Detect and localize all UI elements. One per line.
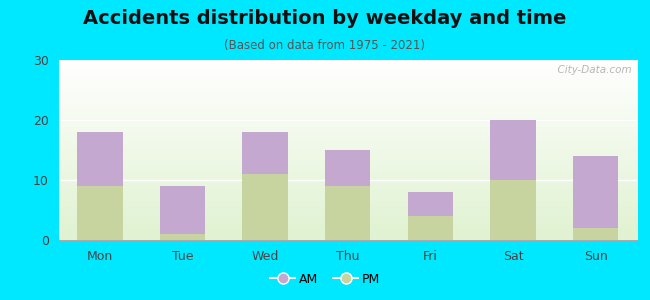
Bar (77, 132, 123, 186)
Bar (325, 186, 370, 240)
Bar (573, 156, 618, 228)
Bar (490, 120, 536, 180)
Bar (408, 192, 453, 216)
Text: City-Data.com: City-Data.com (551, 65, 631, 75)
Bar (77, 186, 123, 240)
Bar (160, 186, 205, 234)
Bar (160, 234, 205, 240)
Bar (242, 132, 288, 174)
Bar (408, 216, 453, 240)
Text: (Based on data from 1975 - 2021): (Based on data from 1975 - 2021) (224, 39, 426, 52)
Bar (490, 180, 536, 240)
Bar (242, 174, 288, 240)
Text: Accidents distribution by weekday and time: Accidents distribution by weekday and ti… (83, 9, 567, 28)
Bar (573, 228, 618, 240)
Bar (325, 150, 370, 186)
Legend: AM, PM: AM, PM (265, 268, 385, 291)
